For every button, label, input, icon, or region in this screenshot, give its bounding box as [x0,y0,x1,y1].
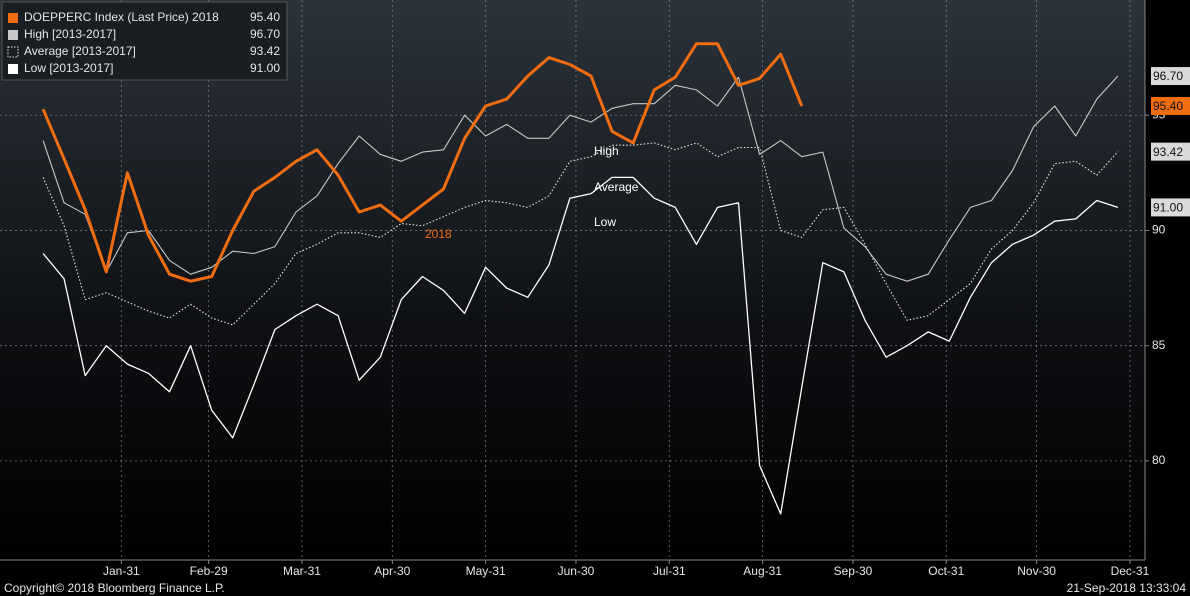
legend-box [1,1,288,81]
legend-swatch [8,64,18,74]
legend-value: 91.00 [250,61,280,75]
last-value-tag-label: 95.40 [1153,99,1183,113]
x-tick-label: Nov-30 [1017,564,1056,578]
last-value-tag: 93.42 [1151,142,1190,161]
legend-label: Low [2013-2017] [24,61,113,75]
legend-value: 93.42 [250,44,280,58]
footer-timestamp: 21-Sep-2018 13:33:04 [1067,581,1187,595]
x-tick-label: Oct-31 [928,564,964,578]
x-tick-label: Aug-31 [743,564,782,578]
annotation: Low [594,215,616,229]
y-tick-label: 85 [1152,338,1166,352]
x-tick-label: Jun-30 [558,564,595,578]
annotation: Average [594,180,639,194]
legend: DOEPPERC Index (Last Price) 2018 95.40 Hig… [1,1,288,81]
x-tick-label: Mar-31 [283,564,321,578]
last-value-tag-label: 91.00 [1153,201,1183,215]
legend-label: DOEPPERC Index (Last Price) 2018 [24,10,219,24]
last-value-tag-label: 96.70 [1153,69,1183,83]
x-tick-label: Apr-30 [374,564,410,578]
x-tick-label: Feb-29 [190,564,228,578]
y-tick-label: 80 [1152,453,1166,467]
annotation: 2018 [425,227,452,241]
legend-swatch [7,46,19,58]
x-tick-label: Jan-31 [103,564,140,578]
legend-label: High [2013-2017] [24,27,116,41]
last-value-tag-box [1151,198,1190,217]
footer-copyright: Copyright© 2018 Bloomberg Finance L.P. [4,581,225,595]
x-tick-label: May-31 [466,564,506,578]
y-tick-label: 90 [1152,223,1166,237]
x-tick-label: Jul-31 [653,564,686,578]
series-line [42,142,1119,326]
legend-value: 95.40 [250,10,280,24]
x-tick-label: Dec-31 [1111,564,1150,578]
legend-label: Average [2013-2017] [24,44,136,58]
plot-area [0,0,1145,560]
legend-swatch [8,30,18,40]
annotation: High [594,144,619,158]
last-value-tag-label: 93.42 [1153,145,1183,159]
last-value-tag-box [1151,97,1190,116]
legend-swatch [8,13,18,23]
series-line [41,42,804,283]
last-value-tag: 91.00 [1151,198,1190,217]
series-line [42,176,1119,515]
last-value-tag: 95.40 [1151,97,1190,116]
series-line [42,75,1119,282]
legend-value: 96.70 [250,27,280,41]
last-value-tag-box [1151,67,1190,86]
last-value-tag-box [1151,142,1190,161]
x-tick-label: Sep-30 [834,564,873,578]
last-value-tag: 96.70 [1151,67,1190,86]
